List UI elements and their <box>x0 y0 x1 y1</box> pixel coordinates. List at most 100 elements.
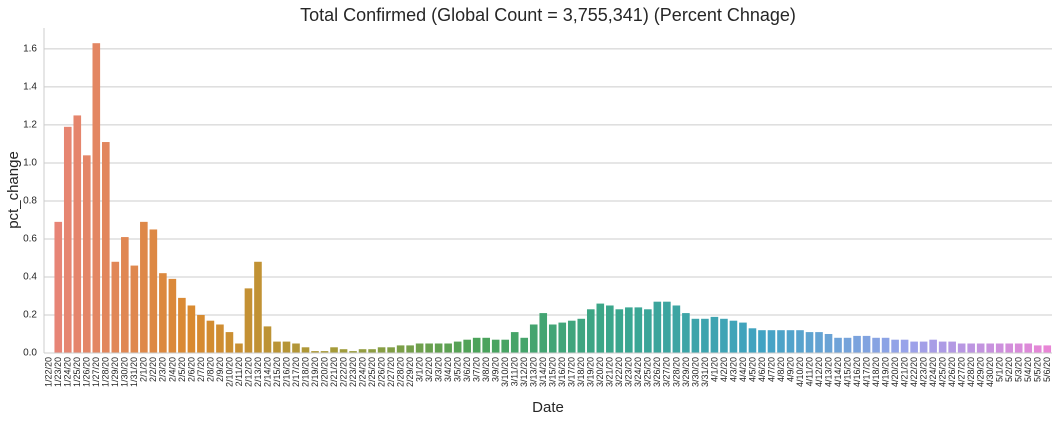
y-axis-label: pct_change <box>5 151 22 229</box>
bar <box>548 324 557 353</box>
x-tick-label: 3/4/20 <box>443 357 453 382</box>
bar <box>273 341 281 353</box>
bar <box>758 330 766 353</box>
x-tick-label: 3/19/20 <box>586 357 596 387</box>
x-tick-label: 2/4/20 <box>167 357 177 382</box>
x-tick-label: 3/10/20 <box>500 357 510 387</box>
x-tick-label: 4/12/20 <box>814 357 824 387</box>
y-tick-label: 1.4 <box>23 82 37 93</box>
bar <box>872 337 880 353</box>
bar <box>710 316 719 353</box>
x-tick-label: 2/20/20 <box>319 357 329 387</box>
bar <box>82 155 91 353</box>
bar <box>1024 343 1033 353</box>
x-tick-label: 2/3/20 <box>158 357 168 382</box>
bar <box>244 288 253 353</box>
bar <box>368 349 376 353</box>
x-tick-label: 2/25/20 <box>367 357 377 387</box>
bar <box>786 330 795 353</box>
x-tick-label: 3/28/20 <box>671 357 681 387</box>
x-tick-label: 2/8/20 <box>205 357 215 382</box>
x-tick-label: 4/25/20 <box>938 357 948 387</box>
bar <box>263 326 272 353</box>
x-tick-label: 3/12/20 <box>519 357 529 387</box>
x-tick-label: 2/23/20 <box>348 357 358 387</box>
x-tick-label: 5/6/20 <box>1042 357 1052 382</box>
x-tick-label: 4/17/20 <box>861 357 871 387</box>
y-tick-label: 1.6 <box>23 44 37 55</box>
bar <box>520 337 529 353</box>
bar <box>301 347 310 353</box>
x-tick-label: 2/15/20 <box>272 357 282 387</box>
bar <box>957 343 966 353</box>
bar <box>663 301 671 353</box>
x-tick-label: 2/29/20 <box>405 357 415 387</box>
bar <box>349 351 357 353</box>
x-tick-label: 3/20/20 <box>595 357 605 387</box>
x-tick-label: 1/22/20 <box>44 357 54 387</box>
x-tick-label: 5/5/20 <box>1033 357 1043 382</box>
bar <box>615 309 624 353</box>
bar <box>1043 345 1052 353</box>
x-tick-label: 2/17/20 <box>291 357 301 387</box>
x-tick-label: 2/18/20 <box>300 357 310 387</box>
x-tick-label: 5/2/20 <box>1004 357 1014 382</box>
bar <box>843 337 852 353</box>
bar <box>701 318 709 353</box>
x-tick-label: 3/26/20 <box>652 357 662 387</box>
bar <box>634 307 643 353</box>
bar <box>672 305 681 353</box>
bar <box>824 333 833 353</box>
bar <box>919 341 928 353</box>
x-tick-label: 4/15/20 <box>842 357 852 387</box>
y-tick-label: 0.8 <box>23 196 37 207</box>
bar <box>330 347 338 353</box>
x-tick-label: 4/8/20 <box>776 357 786 382</box>
bar <box>130 265 139 353</box>
x-tick-label: 2/14/20 <box>262 357 272 387</box>
bar <box>149 229 158 353</box>
x-tick-label: 4/27/20 <box>957 357 967 387</box>
x-tick-label: 3/6/20 <box>462 357 472 382</box>
x-tick-label: 4/21/20 <box>899 357 909 387</box>
x-tick-label: 2/5/20 <box>177 357 187 382</box>
x-tick-label: 1/31/20 <box>129 357 139 387</box>
x-tick-label: 1/27/20 <box>91 357 101 387</box>
bar <box>415 343 424 353</box>
bar <box>586 309 595 353</box>
x-tick-label: 2/13/20 <box>253 357 263 387</box>
x-tick-label: 4/14/20 <box>833 357 843 387</box>
bar <box>653 301 662 353</box>
x-tick-label: 5/3/20 <box>1014 357 1024 382</box>
x-tick-label: 4/1/20 <box>709 357 719 382</box>
bar <box>425 343 433 353</box>
bar <box>834 337 842 353</box>
x-tick-label: 3/31/20 <box>700 357 710 387</box>
bar <box>748 328 757 353</box>
x-tick-label: 2/11/20 <box>234 357 244 386</box>
x-tick-label: 2/26/20 <box>376 357 386 387</box>
x-tick-label: 4/23/20 <box>918 357 928 387</box>
bar <box>339 349 348 353</box>
x-tick-label: 4/16/20 <box>852 357 862 387</box>
x-tick-label: 1/29/20 <box>110 357 120 387</box>
bar <box>853 335 861 353</box>
bar <box>767 330 776 353</box>
bar <box>406 345 414 353</box>
bar <box>111 261 120 353</box>
bar <box>729 320 738 353</box>
x-tick-label: 2/28/20 <box>395 357 405 387</box>
x-tick-label: 4/22/20 <box>909 357 919 387</box>
bar <box>976 343 985 353</box>
bar <box>254 261 262 353</box>
bar <box>63 126 72 353</box>
x-tick-label: 2/9/20 <box>215 357 225 382</box>
bar <box>73 115 82 353</box>
x-tick-label: 3/15/20 <box>548 357 558 387</box>
x-axis-label: Date <box>532 399 564 416</box>
x-tick-label: 2/7/20 <box>196 357 206 382</box>
bar <box>463 339 471 353</box>
x-tick-label: 3/24/20 <box>633 357 643 387</box>
x-tick-label: 2/10/20 <box>224 357 234 387</box>
bar <box>377 347 386 353</box>
